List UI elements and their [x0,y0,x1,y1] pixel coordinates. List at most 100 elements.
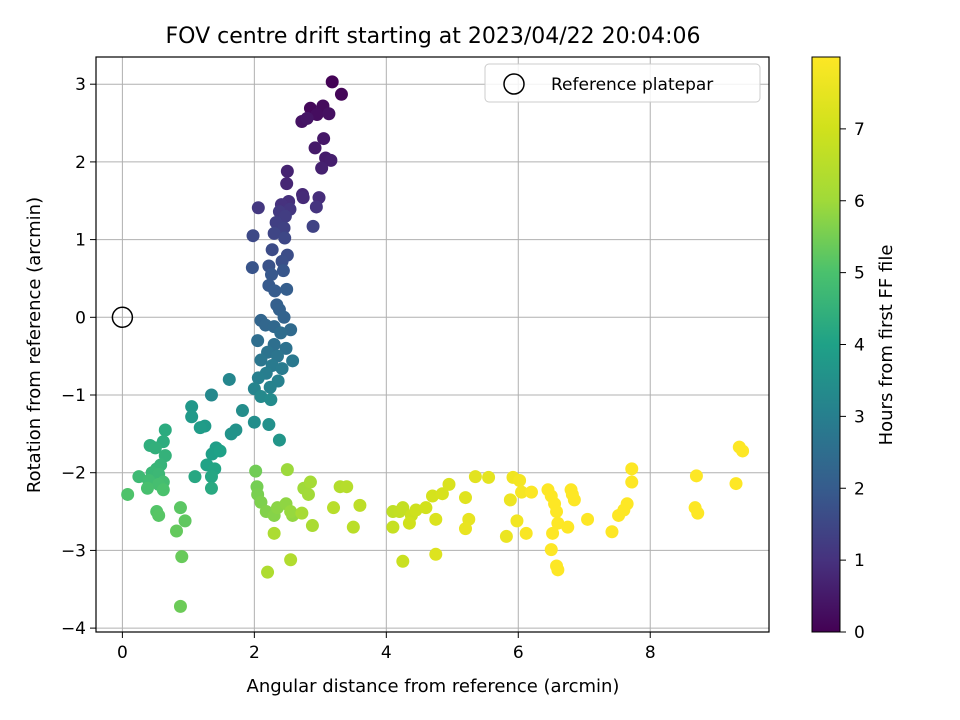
data-point [284,505,298,519]
data-point [185,400,199,414]
data-point [245,261,259,275]
data-point [224,427,238,441]
y-tick-label: −3 [61,541,86,561]
data-point [510,514,524,528]
data-point [246,229,260,243]
colorbar-tick-label: 4 [854,336,865,356]
y-tick-label: 0 [75,308,86,328]
reference-point [111,306,134,329]
data-point [284,323,298,337]
data-point [262,418,276,432]
colorbar-gradient [811,56,841,633]
data-point [278,231,292,245]
data-point [515,485,529,499]
data-point [277,310,291,324]
data-point [296,191,310,205]
data-point [268,284,282,298]
data-point [327,501,341,515]
data-point [276,264,290,278]
data-point [185,410,199,424]
data-point [148,441,162,455]
data-point [468,470,482,484]
data-point [152,508,166,522]
data-point [567,493,581,507]
data-point [132,470,146,484]
data-point [278,209,292,223]
data-point [442,477,456,491]
y-tick-label: −1 [61,386,86,406]
data-point [222,372,236,386]
data-point [625,475,639,489]
data-point [280,177,294,191]
plot-frame [95,56,770,633]
data-point [544,543,558,557]
data-point [277,221,291,235]
y-tick-label: 3 [75,75,86,95]
data-point [275,362,289,376]
data-point [396,501,410,515]
data-point [435,487,449,501]
x-axis-ticks: 0 2 4 6 8 [117,632,656,663]
x-tick-label: 2 [249,643,260,663]
data-point [550,505,564,519]
data-point [303,475,317,489]
legend-box [484,63,761,103]
data-point [188,470,202,484]
data-point [482,470,496,484]
data-point [429,547,443,561]
y-axis-label: Rotation from reference (arcmin) [24,197,45,493]
x-axis-label: Angular distance from reference (arcmin) [247,676,620,697]
data-points [121,75,750,613]
data-point [429,512,443,526]
data-point [193,421,207,435]
colorbar-tick-label: 3 [854,407,865,427]
legend-label: Reference platepar [551,75,713,95]
data-point [551,516,565,530]
data-point [272,433,286,447]
data-point [204,470,218,484]
data-point [280,463,294,477]
colorbar-tick-label: 2 [854,479,865,499]
legend: Reference platepar [484,63,761,103]
data-point [458,491,472,505]
data-point [300,111,314,125]
gridlines [96,57,769,632]
data-point [340,480,354,494]
data-point [305,519,319,533]
data-point [178,514,192,528]
data-point [691,506,705,520]
data-point [173,599,187,613]
data-point [140,481,154,495]
y-tick-label: 1 [75,231,86,251]
colorbar-tick-label: 6 [854,192,865,212]
colorbar: 0 1 2 3 4 5 6 7 Hours from first FF file [811,56,897,643]
data-point [426,489,439,503]
data-point [280,164,294,178]
data-point [265,268,279,282]
data-point [310,108,324,121]
data-point [402,516,416,530]
data-point [261,565,275,579]
data-point [519,526,533,540]
data-point [267,226,281,240]
data-point [409,503,423,517]
x-tick-label: 6 [513,643,524,663]
data-point [121,487,135,501]
chart-title: FOV centre drift starting at 2023/04/22 … [166,24,701,49]
data-point [306,219,320,233]
data-point [204,481,218,495]
data-point [309,200,323,214]
data-point [267,526,281,540]
colorbar-label: Hours from first FF file [876,245,897,446]
data-point [265,243,279,257]
data-point [419,501,433,515]
data-point [325,75,339,89]
data-point [284,553,298,567]
data-point [286,354,300,368]
x-tick-label: 8 [645,643,656,663]
data-point [546,526,560,540]
data-point [213,444,227,458]
y-axis-ticks: −4 −3 −2 −1 0 1 2 3 [61,75,96,639]
data-point [561,520,575,534]
data-point [247,415,261,429]
